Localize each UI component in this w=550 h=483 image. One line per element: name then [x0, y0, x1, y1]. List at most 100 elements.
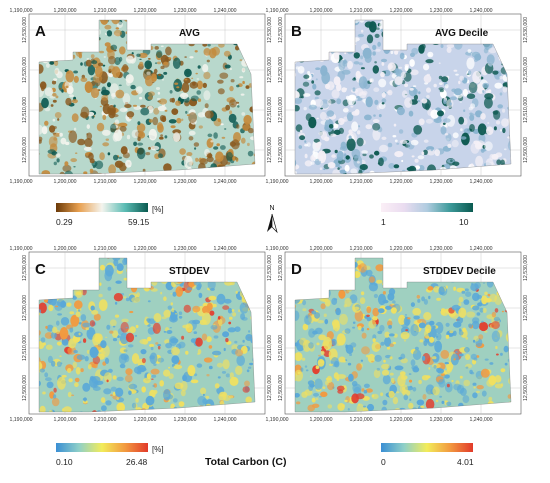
raster-cell — [109, 330, 114, 334]
raster-cell — [361, 150, 368, 154]
raster-cell — [185, 110, 188, 114]
raster-cell — [351, 111, 360, 116]
raster-cell — [320, 65, 328, 77]
colorbar-stddev-decile: 0 4.01 — [381, 443, 474, 467]
raster-cell — [507, 140, 511, 152]
raster-cell — [168, 119, 177, 124]
raster-cell — [315, 365, 320, 370]
raster-cell — [317, 320, 325, 324]
raster-cell — [459, 75, 465, 81]
raster-cell — [226, 161, 231, 165]
raster-cell — [409, 385, 413, 388]
raster-cell — [469, 124, 475, 132]
raster-cell — [60, 362, 63, 364]
raster-cell — [106, 30, 113, 37]
raster-cell — [166, 330, 173, 334]
raster-cell — [118, 156, 122, 159]
colorbar-min-label: 0.29 — [56, 217, 73, 227]
raster-cell — [445, 285, 448, 289]
raster-cell — [123, 296, 127, 299]
raster-cell — [69, 311, 75, 315]
raster-cell — [159, 380, 164, 387]
raster-cell — [444, 84, 449, 89]
raster-cell — [302, 323, 309, 331]
raster-cell — [324, 319, 329, 325]
raster-cell — [302, 81, 310, 87]
raster-cell — [314, 327, 323, 335]
raster-cell — [208, 295, 217, 301]
raster-cell — [495, 152, 503, 158]
raster-cell — [179, 148, 186, 155]
raster-cell — [379, 324, 385, 332]
raster-cell — [50, 331, 57, 339]
raster-cell — [59, 355, 62, 357]
raster-cell — [136, 123, 146, 133]
raster-cell — [64, 170, 74, 174]
raster-cell — [480, 368, 490, 378]
raster-cell — [425, 384, 435, 395]
raster-cell — [137, 121, 141, 125]
raster-cell — [236, 124, 240, 129]
raster-cell — [343, 107, 348, 111]
raster-cell — [430, 148, 434, 152]
raster-cell — [102, 114, 107, 120]
raster-cell — [452, 132, 459, 139]
raster-cell — [140, 104, 146, 108]
x-tick-label: 1,230,000 — [429, 179, 452, 185]
raster-cell — [61, 338, 69, 346]
raster-cell — [84, 138, 93, 148]
raster-cell — [130, 84, 136, 90]
raster-cell — [351, 148, 361, 159]
raster-cell — [243, 114, 252, 125]
raster-cell — [409, 398, 412, 402]
raster-cell — [89, 320, 96, 327]
raster-cell — [444, 374, 450, 379]
raster-cell — [122, 258, 128, 266]
raster-cell — [394, 139, 398, 143]
raster-cell — [398, 356, 403, 360]
raster-cell — [320, 303, 326, 310]
raster-cell — [318, 334, 327, 341]
raster-cell — [222, 359, 230, 370]
raster-cell — [453, 330, 457, 336]
x-tick-label: 1,220,000 — [389, 8, 412, 14]
raster-cell — [66, 85, 74, 95]
raster-cell — [316, 117, 319, 120]
raster-cell — [101, 94, 109, 101]
raster-cell — [239, 59, 243, 62]
raster-cell — [488, 396, 493, 402]
raster-cell — [175, 313, 178, 315]
raster-cell — [151, 378, 154, 380]
raster-cell — [382, 399, 388, 406]
raster-cell — [65, 85, 69, 89]
raster-cell — [131, 129, 139, 139]
raster-cell — [481, 390, 487, 397]
raster-cell — [331, 339, 337, 346]
raster-cell — [99, 105, 103, 108]
raster-cell — [168, 57, 172, 60]
raster-cell — [148, 91, 155, 97]
raster-cell — [486, 126, 494, 135]
raster-cell — [372, 338, 376, 343]
raster-cell — [372, 51, 376, 56]
colorbar-max-label: 26.48 — [126, 457, 148, 467]
raster-cell — [185, 350, 189, 355]
raster-cell — [106, 379, 109, 383]
y-tick-label: 12,520,000 — [278, 57, 284, 83]
raster-cell — [372, 119, 380, 123]
raster-cell — [357, 125, 361, 128]
raster-cell — [133, 141, 137, 146]
raster-cell — [53, 78, 58, 81]
y-tick-label: 12,530,000 — [278, 17, 284, 43]
raster-cell — [59, 132, 63, 137]
raster-cell — [203, 90, 211, 101]
raster-cell — [453, 286, 456, 291]
raster-cell — [501, 383, 504, 387]
raster-cell — [65, 97, 72, 106]
raster-cell — [202, 64, 209, 73]
raster-cell — [145, 395, 155, 406]
x-tick-label: 1,220,000 — [133, 179, 156, 185]
raster-cell — [148, 128, 157, 141]
raster-cell — [428, 367, 431, 370]
raster-cell — [299, 135, 306, 141]
